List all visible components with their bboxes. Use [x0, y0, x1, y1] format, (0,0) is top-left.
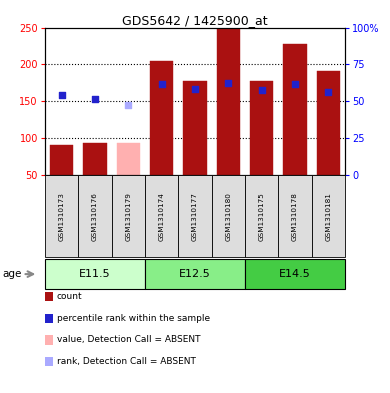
Text: count: count [57, 292, 82, 301]
Bar [117, 143, 140, 175]
Text: GSM1310179: GSM1310179 [125, 192, 131, 241]
Point [259, 87, 265, 93]
Bar [284, 44, 307, 175]
Bar [217, 28, 240, 175]
Text: E14.5: E14.5 [279, 269, 311, 279]
Text: GSM1310174: GSM1310174 [159, 192, 165, 241]
Bar [317, 71, 340, 175]
Point [92, 96, 98, 102]
Point [125, 102, 131, 108]
Text: E12.5: E12.5 [179, 269, 211, 279]
Text: GDS5642 / 1425900_at: GDS5642 / 1425900_at [122, 14, 268, 27]
Text: E11.5: E11.5 [79, 269, 111, 279]
Text: rank, Detection Call = ABSENT: rank, Detection Call = ABSENT [57, 357, 195, 366]
Text: percentile rank within the sample: percentile rank within the sample [57, 314, 210, 323]
Text: GSM1310180: GSM1310180 [225, 192, 231, 241]
Text: age: age [2, 269, 21, 279]
Text: GSM1310178: GSM1310178 [292, 192, 298, 241]
Point [225, 80, 232, 86]
Text: GSM1310173: GSM1310173 [58, 192, 64, 241]
Text: GSM1310177: GSM1310177 [192, 192, 198, 241]
Bar [83, 143, 106, 175]
Point [58, 92, 65, 98]
Text: GSM1310181: GSM1310181 [326, 192, 332, 241]
Bar [183, 81, 207, 175]
Bar [250, 81, 273, 175]
Bar [150, 61, 173, 175]
Point [158, 80, 165, 86]
Point [292, 80, 298, 86]
Text: value, Detection Call = ABSENT: value, Detection Call = ABSENT [57, 336, 200, 344]
Point [325, 89, 332, 95]
Bar [50, 145, 73, 175]
Text: GSM1310175: GSM1310175 [259, 192, 265, 241]
Point [192, 86, 198, 92]
Text: GSM1310176: GSM1310176 [92, 192, 98, 241]
